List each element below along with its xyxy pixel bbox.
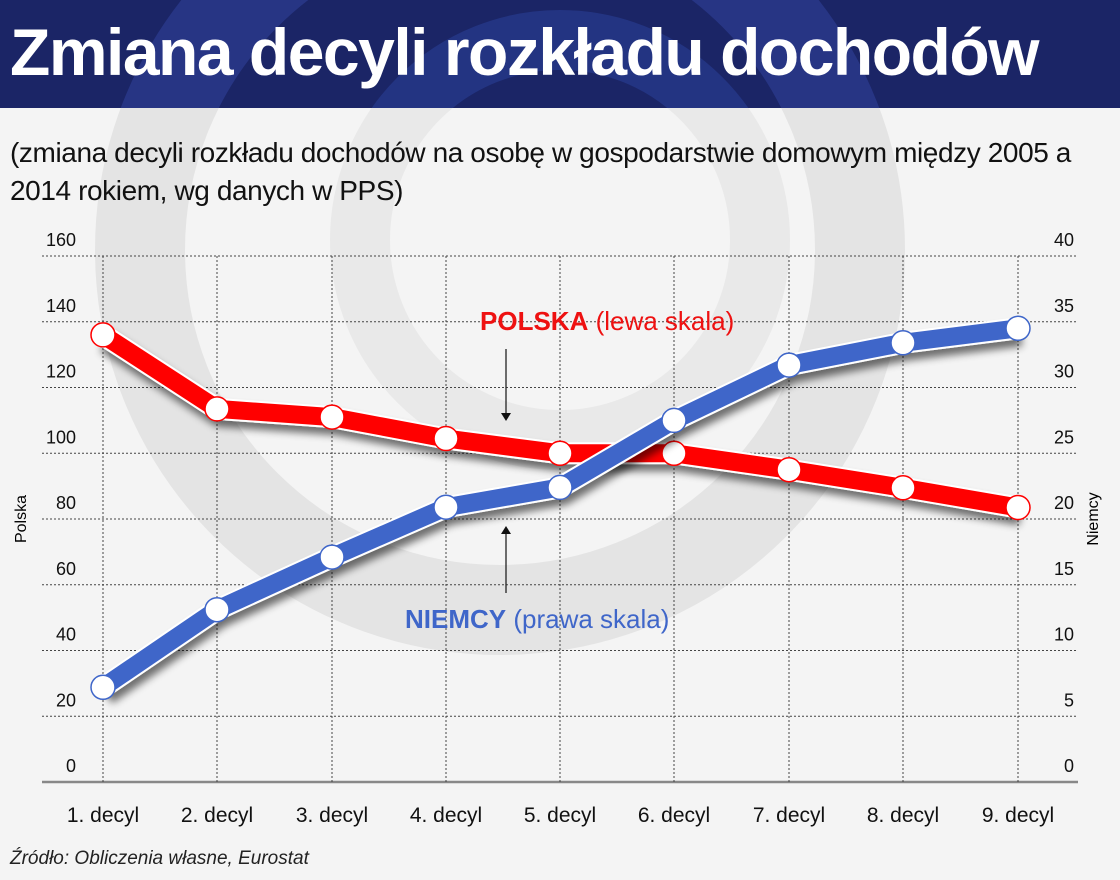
- data-point-marker: [661, 440, 687, 467]
- polska-series: [90, 322, 1031, 521]
- data-point-marker: [1005, 494, 1031, 521]
- x-tick-label: 1. decyl: [67, 804, 139, 827]
- data-point-marker: [319, 544, 345, 570]
- left-axis-ticks: 0 20 40 60 80 100 120 140 160: [46, 230, 76, 776]
- polska-label-bold: POLSKA: [480, 306, 589, 336]
- series-lines: [90, 315, 1031, 701]
- right-tick-label: 40: [1054, 230, 1074, 250]
- data-point-marker: [890, 330, 916, 356]
- right-tick-label: 25: [1054, 427, 1074, 447]
- x-tick-label: 2. decyl: [181, 804, 253, 827]
- right-tick-label: 30: [1054, 362, 1074, 382]
- data-point-marker: [204, 596, 230, 623]
- right-axis-label: Niemcy: [1085, 492, 1102, 545]
- left-tick-label: 0: [66, 756, 76, 776]
- source-note: Źródło: Obliczenia własne, Eurostat: [10, 848, 309, 869]
- data-point-marker: [890, 475, 916, 501]
- niemcy-arrow-icon: [501, 526, 511, 593]
- data-point-marker: [90, 674, 116, 701]
- right-tick-label: 35: [1054, 296, 1074, 316]
- left-tick-label: 80: [56, 493, 76, 513]
- data-point-marker: [204, 396, 230, 422]
- left-tick-label: 60: [56, 559, 76, 579]
- page-title: Zmiana decyli rozkładu dochodów: [10, 15, 1040, 89]
- data-point-marker: [90, 322, 116, 348]
- chart-subtitle: (zmiana decyli rozkładu dochodów na osob…: [10, 137, 1071, 206]
- x-tick-label: 4. decyl: [410, 804, 482, 827]
- left-axis-label: Polska: [13, 495, 30, 543]
- data-point-marker: [776, 352, 802, 378]
- data-point-marker: [776, 456, 802, 483]
- right-tick-label: 20: [1054, 493, 1074, 513]
- left-tick-label: 120: [46, 362, 76, 382]
- title-bar: Zmiana decyli rozkładu dochodów: [0, 0, 1120, 108]
- left-tick-label: 160: [46, 230, 76, 250]
- title-watermark: [120, 0, 880, 108]
- data-point-marker: [547, 440, 573, 467]
- left-tick-label: 20: [56, 690, 76, 710]
- niemcy-label-rest: (prawa skala): [506, 604, 669, 634]
- right-tick-label: 10: [1054, 625, 1074, 645]
- niemcy-annotation: NIEMCY (prawa skala): [405, 604, 669, 634]
- x-axis-labels: 1. decyl 2. decyl 3. decyl 4. decyl 5. decyl…: [67, 804, 1054, 827]
- data-point-marker: [319, 404, 345, 430]
- data-point-marker: [661, 407, 687, 434]
- x-tick-label: 5. decyl: [524, 804, 596, 827]
- right-tick-label: 15: [1054, 559, 1074, 579]
- x-tick-label: 8. decyl: [867, 804, 939, 827]
- right-tick-label: 5: [1064, 690, 1074, 710]
- data-point-marker: [433, 494, 459, 520]
- left-tick-label: 140: [46, 296, 76, 316]
- data-point-marker: [547, 474, 573, 501]
- data-point-marker: [1005, 315, 1031, 342]
- x-tick-label: 7. decyl: [753, 804, 825, 827]
- right-axis-ticks: 0 5 10 15 20 25 30 35 40: [1054, 230, 1074, 776]
- right-tick-label: 0: [1064, 756, 1074, 776]
- left-tick-label: 40: [56, 625, 76, 645]
- x-tick-label: 3. decyl: [296, 804, 368, 827]
- data-point-marker: [433, 425, 459, 452]
- x-tick-label: 9. decyl: [982, 804, 1054, 827]
- niemcy-label-bold: NIEMCY: [405, 604, 506, 634]
- polska-annotation: POLSKA (lewa skala): [480, 306, 734, 336]
- niemcy-series: [90, 315, 1031, 701]
- polska-label-rest: (lewa skala): [588, 306, 734, 336]
- x-tick-label: 6. decyl: [638, 804, 710, 827]
- left-tick-label: 100: [46, 427, 76, 447]
- polska-arrow-icon: [501, 349, 511, 421]
